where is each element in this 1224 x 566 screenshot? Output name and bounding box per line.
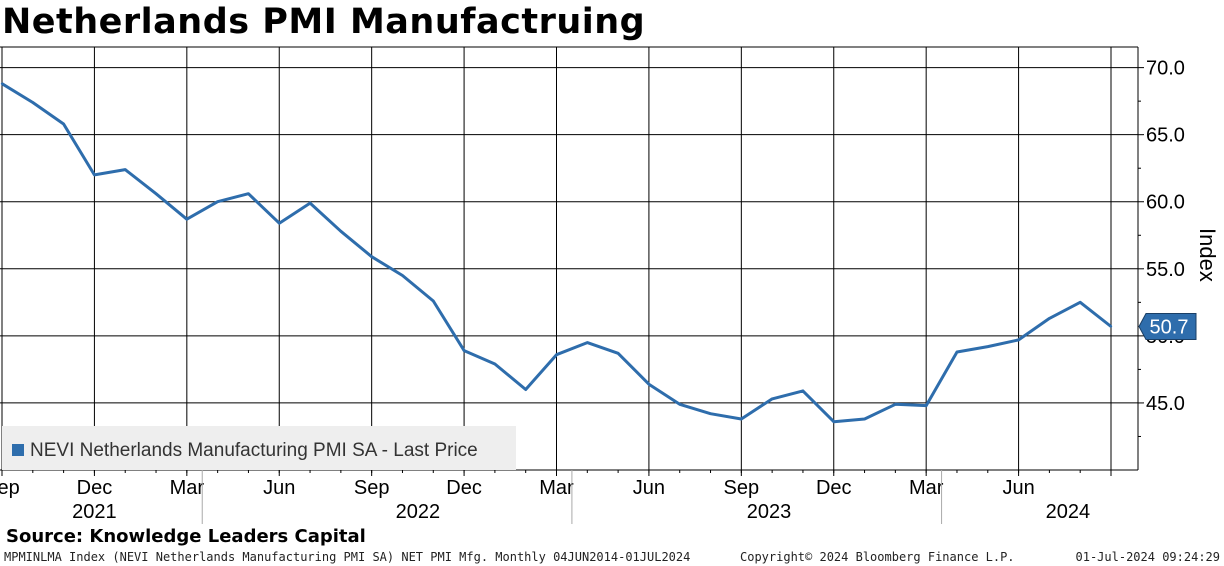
data-point bbox=[432, 299, 435, 303]
x-tick-label: Dec bbox=[446, 477, 482, 499]
y-tick-label: 60.0 bbox=[1146, 192, 1185, 214]
data-point bbox=[863, 417, 866, 421]
legend-swatch bbox=[12, 444, 24, 456]
x-tick-label: Jun bbox=[263, 477, 295, 499]
data-point bbox=[1109, 325, 1113, 328]
x-axis: Sep Dec Mar Jun Sep Dec Mar Jun Sep Dec Mar Jun 2021… bbox=[0, 470, 1112, 524]
x-tick-label: Sep bbox=[354, 477, 390, 499]
y-tick-label: 45.0 bbox=[1146, 393, 1185, 415]
x-tick-label: Sep bbox=[724, 477, 760, 499]
x-tick-label: Jun bbox=[633, 477, 665, 499]
data-point bbox=[31, 101, 35, 104]
legend-label: NEVI Netherlands Manufacturing PMI SA - … bbox=[30, 440, 478, 461]
footer-timestamp: 01-Jul-2024 09:24:29 bbox=[1075, 550, 1221, 564]
last-value-text: 50.7 bbox=[1150, 316, 1189, 338]
data-point bbox=[247, 192, 250, 195]
data-point bbox=[93, 173, 96, 177]
y-axis-title: Index bbox=[1195, 228, 1220, 282]
x-tick-label: Jun bbox=[1002, 477, 1034, 499]
data-point bbox=[924, 404, 928, 407]
data-point bbox=[616, 352, 620, 355]
x-tick-label: Mar bbox=[539, 477, 574, 499]
data-point bbox=[832, 420, 835, 423]
x-year-label: 2024 bbox=[1046, 501, 1091, 523]
grid-lines bbox=[0, 46, 1139, 471]
data-point bbox=[370, 255, 373, 258]
y-tick-label: 65.0 bbox=[1146, 125, 1185, 147]
data-point bbox=[770, 397, 774, 401]
data-point bbox=[986, 345, 989, 348]
data-point bbox=[647, 382, 651, 386]
x-year-label: 2023 bbox=[747, 501, 792, 523]
data-point bbox=[524, 388, 527, 391]
footer-index-description: MPMINLMA Index (NEVI Netherlands Manufac… bbox=[4, 550, 691, 564]
x-tick-label: Mar bbox=[170, 477, 205, 499]
data-point bbox=[462, 349, 466, 352]
data-point bbox=[339, 230, 343, 233]
data-point bbox=[894, 403, 897, 406]
x-year-label: 2022 bbox=[396, 501, 441, 523]
legend-box bbox=[2, 426, 516, 470]
x-tick-label: Mar bbox=[909, 477, 944, 499]
data-point bbox=[555, 353, 558, 356]
data-point bbox=[216, 200, 219, 203]
data-point bbox=[709, 412, 712, 415]
data-point bbox=[1078, 301, 1082, 304]
x-year-label: 2021 bbox=[72, 501, 117, 523]
data-point bbox=[678, 403, 681, 406]
y-tick-label: 55.0 bbox=[1146, 259, 1185, 281]
source-note: Source: Knowledge Leaders Capital bbox=[6, 526, 366, 547]
data-point bbox=[801, 389, 805, 393]
data-point bbox=[278, 222, 281, 225]
data-point bbox=[1017, 338, 1020, 342]
data-point bbox=[62, 122, 65, 126]
data-point bbox=[0, 82, 4, 85]
data-point bbox=[586, 341, 589, 344]
data-point bbox=[124, 168, 127, 171]
x-tick-label: Sep bbox=[0, 477, 20, 499]
legend: NEVI Netherlands Manufacturing PMI SA - … bbox=[2, 426, 516, 470]
series-layer bbox=[0, 82, 1113, 424]
data-point bbox=[308, 201, 312, 205]
x-tick-label: Dec bbox=[77, 477, 113, 499]
footer-copyright: Copyright© 2024 Bloomberg Finance L.P. bbox=[740, 550, 1015, 564]
data-point bbox=[493, 362, 497, 366]
y-tick-label: 70.0 bbox=[1146, 58, 1185, 80]
last-value-tag bbox=[1138, 312, 1197, 340]
data-point bbox=[185, 217, 189, 221]
data-point bbox=[1048, 317, 1051, 320]
data-point bbox=[955, 350, 959, 354]
data-point bbox=[401, 274, 404, 277]
chart-title: Netherlands PMI Manufactruing bbox=[2, 2, 646, 42]
last-value-label: 50.7 bbox=[1138, 312, 1197, 340]
x-tick-label: Dec bbox=[816, 477, 852, 499]
data-point bbox=[154, 192, 158, 195]
data-point bbox=[740, 417, 743, 421]
